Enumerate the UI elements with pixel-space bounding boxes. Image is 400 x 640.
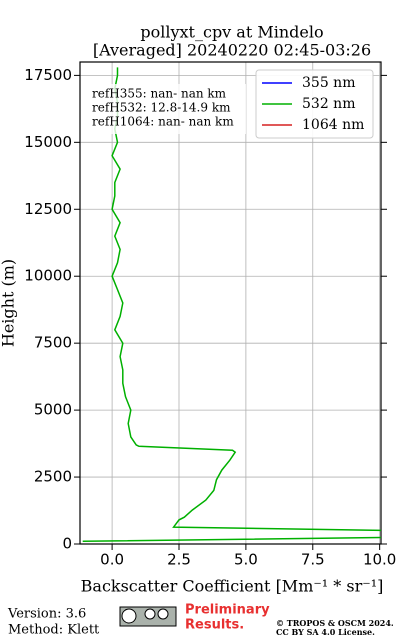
copyright: CC BY SA 4.0 License. (276, 627, 375, 637)
cc-badge (119, 606, 177, 627)
y-axis-label: Height (m) (0, 259, 18, 347)
y-tick-label: 0 (62, 535, 72, 553)
legend-box (255, 69, 374, 139)
x-tick-label: 0.0 (100, 551, 124, 569)
annotation: refH355: nan- nan km (92, 87, 227, 101)
version: Version: 3.6 (7, 607, 86, 622)
x-axis-label: Backscatter Coefficient [Mm⁻¹ * sr⁻¹] (81, 577, 384, 596)
x-tick-label: 2.5 (167, 551, 191, 569)
x-tick-label: 5.0 (234, 551, 258, 569)
annotation: refH532: 12.8-14.9 km (92, 101, 231, 115)
y-tick-label: 7500 (34, 334, 72, 352)
profile-line (82, 67, 381, 543)
annotation-box (88, 84, 246, 134)
y-tick-label: 10000 (24, 267, 72, 285)
y-tick-label: 2500 (34, 468, 72, 486)
chart-title: pollyxt_cpv at Mindelo (140, 23, 323, 42)
y-tick-label: 17500 (24, 66, 72, 84)
plot-frame (79, 61, 382, 545)
plot-area (82, 67, 381, 543)
method: Method: Klett (8, 623, 100, 638)
chart-subtitle: [Averaged] 20240220 02:45-03:26 (93, 41, 371, 60)
preliminary: Results. (185, 618, 244, 633)
preliminary: Preliminary (185, 603, 270, 618)
y-tick-label: 5000 (34, 401, 72, 419)
x-tick-label: 10.0 (363, 551, 396, 569)
legend-label: 532 nm (302, 96, 355, 112)
y-tick-label: 12500 (24, 200, 72, 218)
legend-label: 355 nm (302, 75, 355, 91)
y-tick-label: 15000 (24, 133, 72, 151)
copyright: © TROPOS & OSCM 2024. (276, 618, 394, 628)
annotation: refH1064: nan- nan km (92, 115, 234, 129)
x-tick-label: 7.5 (301, 551, 325, 569)
legend-label: 1064 nm (302, 117, 364, 133)
